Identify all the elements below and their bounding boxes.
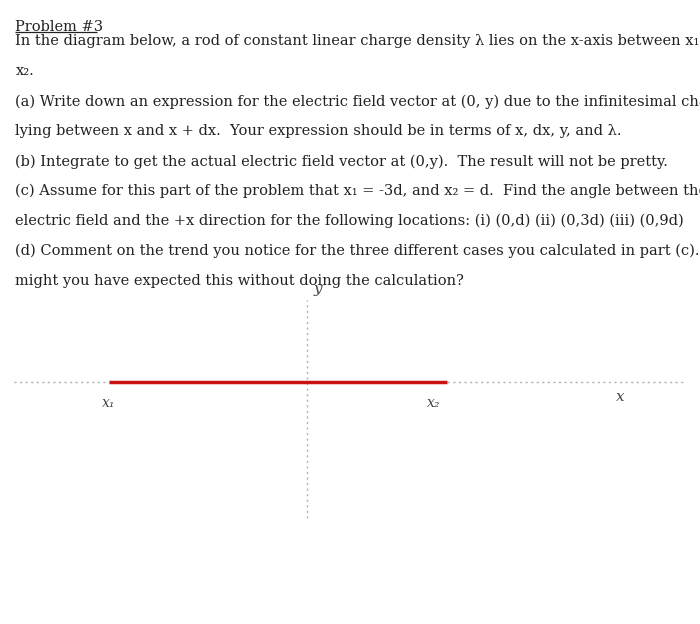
- Text: Problem #3: Problem #3: [15, 20, 104, 34]
- Text: (a) Write down an expression for the electric field vector at (0, y) due to the : (a) Write down an expression for the ele…: [15, 94, 700, 109]
- Text: In the diagram below, a rod of constant linear charge density λ lies on the x-ax: In the diagram below, a rod of constant …: [15, 34, 700, 48]
- Text: lying between x and x + dx.  Your expression should be in terms of x, dx, y, and: lying between x and x + dx. Your express…: [15, 124, 622, 138]
- Text: x₁: x₁: [102, 396, 116, 410]
- Text: x: x: [616, 390, 624, 404]
- Text: electric field and the +x direction for the following locations: (i) (0,d) (ii) : electric field and the +x direction for …: [15, 214, 684, 228]
- Text: x₂: x₂: [427, 396, 441, 410]
- Text: might you have expected this without doing the calculation?: might you have expected this without doi…: [15, 274, 464, 288]
- Text: (b) Integrate to get the actual electric field vector at (0,y).  The result will: (b) Integrate to get the actual electric…: [15, 154, 668, 168]
- Text: (c) Assume for this part of the problem that x₁ = -3d, and x₂ = d.  Find the ang: (c) Assume for this part of the problem …: [15, 184, 700, 198]
- Text: (d) Comment on the trend you notice for the three different cases you calculated: (d) Comment on the trend you notice for …: [15, 244, 700, 258]
- Text: x₂.: x₂.: [15, 64, 34, 78]
- Text: y: y: [314, 283, 322, 296]
